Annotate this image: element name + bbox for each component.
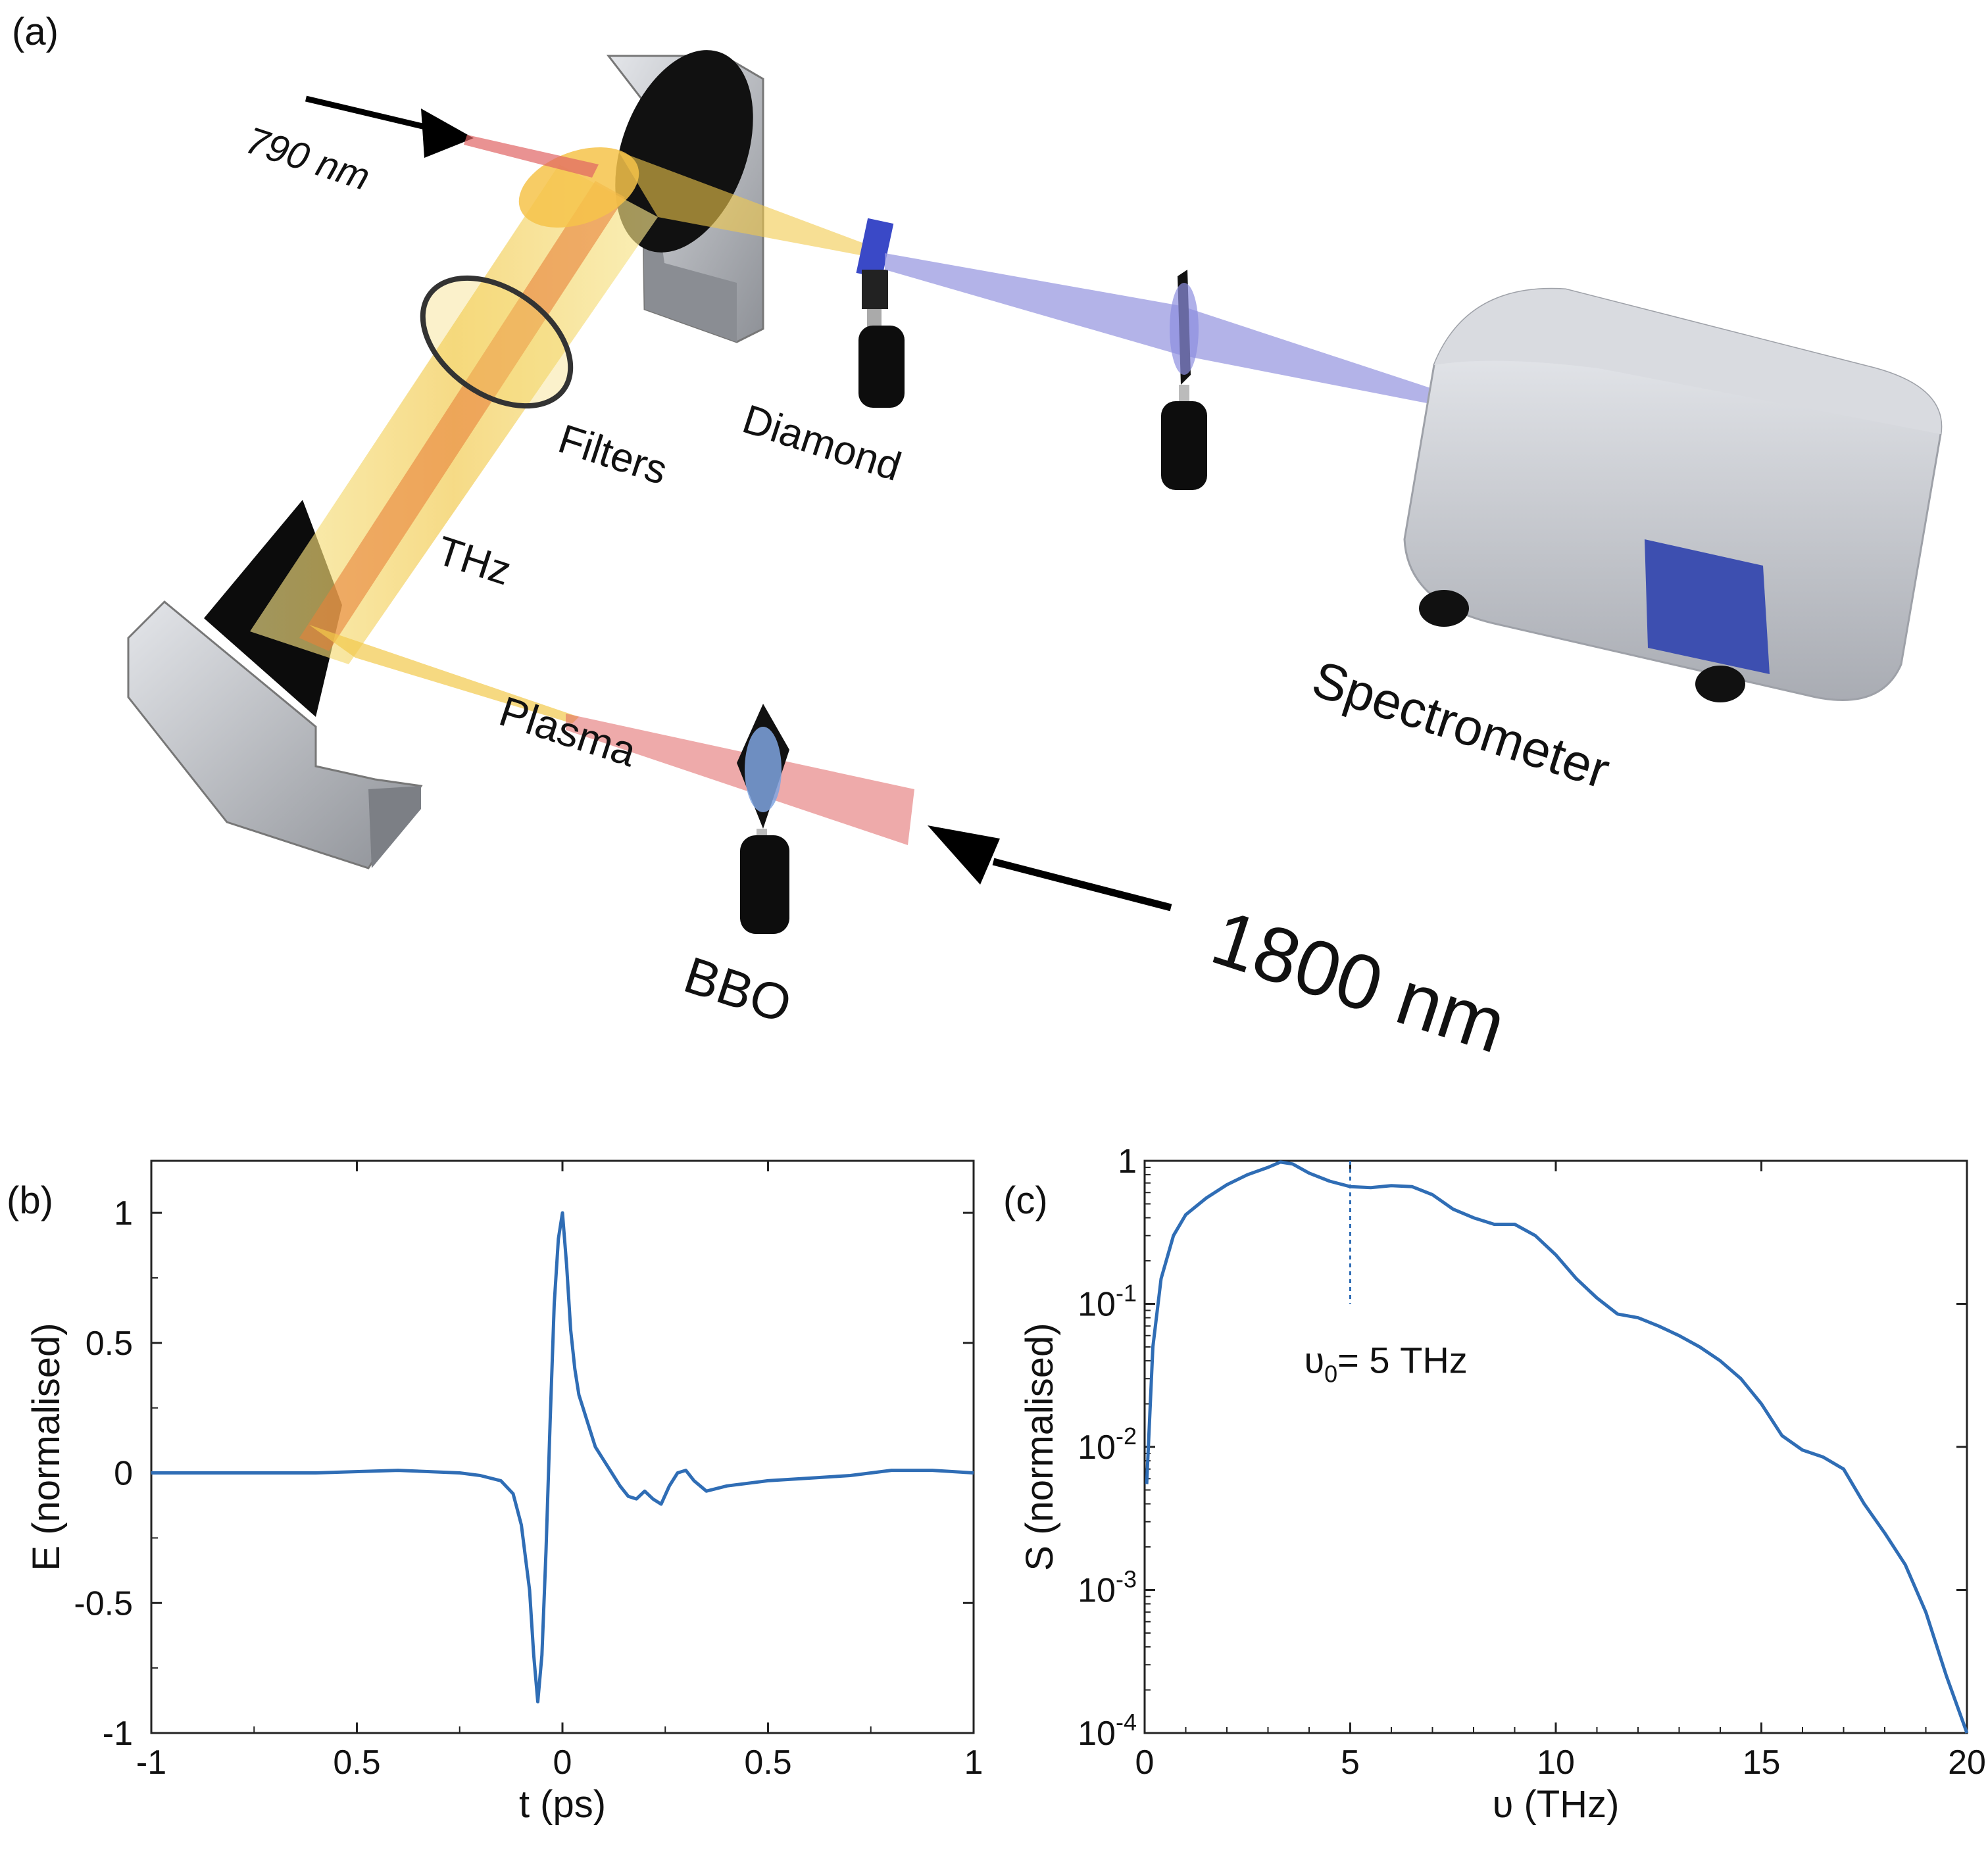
thz-beam [250,147,885,723]
probe-after-diamond [885,253,1451,408]
annotation-symbol: υ [1305,1340,1325,1381]
label-bbo: BBO [678,945,799,1034]
y-tick-label: 10-2 [1078,1423,1137,1467]
label-diamond: Diamond [737,397,907,490]
x-tick-label: 10 [1537,1744,1575,1782]
label-790nm: 790 nm [241,119,375,199]
y-tick-exponent: -4 [1116,1709,1137,1736]
panel-label-c: (c) [1003,1179,1048,1222]
chart-b: -1 0.5 0 0.5 1 -1 -0.5 0 0.5 1 t (ps) E (normalised… [25,1160,983,1826]
x-tick-label: 1 [964,1744,983,1782]
filters-ring [420,275,574,409]
x-tick-label: 20 [1948,1744,1986,1782]
spectrometer-box [1403,287,1943,702]
x-tick-label: 0.5 [333,1744,380,1782]
y-tick-label: 1 [114,1194,133,1233]
panel-label-a: (a) [12,11,59,53]
y-tick-label: 1 [1118,1142,1137,1181]
y-axis-label: S (normalised) [1018,1323,1061,1571]
y-tick-label: -1 [103,1715,133,1753]
x-axis-label: t (ps) [519,1783,606,1826]
x-tick-label: 15 [1743,1744,1781,1782]
annotation-label: υ0= 5 THz [1305,1340,1468,1388]
y-tick-label: 10-4 [1078,1709,1137,1753]
plot-frame [1143,1160,1968,1734]
y-tick-exponent: -1 [1116,1280,1137,1307]
panel-a: (a) [12,11,1943,1070]
diamond-crystal [856,218,905,408]
y-tick-exponent: -2 [1116,1423,1137,1450]
y-tick-base: 1 [1118,1142,1137,1181]
plot-frame [150,1160,975,1734]
bbo-crystal [737,704,789,934]
y-tick-label: 10-1 [1078,1280,1137,1324]
y-axis-label: E (normalised) [25,1323,68,1571]
y-tick-base: 10 [1078,1572,1116,1610]
series-line-0 [151,1211,974,1703]
label-1800nm: 1800 nm [1202,894,1516,1069]
y-tick-label: -0.5 [74,1584,133,1623]
lens-mount [1161,270,1207,490]
x-axis-label: υ (THz) [1493,1783,1620,1826]
x-tick-label: 0.5 [744,1744,791,1782]
label-plasma: Plasma [494,687,643,776]
annotation-subscript: 0 [1324,1361,1337,1388]
x-tick-label: 0 [1135,1744,1155,1782]
series-line-0 [1145,1160,1969,1734]
y-tick-exponent: -3 [1116,1566,1137,1593]
probe-beam-790 [305,95,599,178]
panel-label-b: (b) [7,1179,53,1222]
panel-b: (b) -1 0.5 0 0.5 1 -1 -0.5 0 0.5 1 t (ps) E (normal… [7,1160,983,1826]
label-filters: Filters [553,416,673,494]
label-thz: THz [432,528,516,595]
x-tick-label: 5 [1341,1744,1360,1782]
y-tick-label: 0 [114,1455,133,1493]
x-tick-label: -1 [136,1744,166,1782]
y-tick-base: 10 [1078,1429,1116,1467]
pump-beam-1800 [566,714,1172,912]
y-tick-base: 10 [1078,1286,1116,1324]
label-spectrometer: Spectrometer [1306,649,1616,799]
y-tick-base: 10 [1078,1715,1116,1753]
y-tick-label: 10-3 [1078,1566,1137,1610]
x-tick-label: 0 [553,1744,572,1782]
annotation-text: = 5 THz [1337,1340,1468,1381]
y-tick-label: 0.5 [86,1325,133,1363]
